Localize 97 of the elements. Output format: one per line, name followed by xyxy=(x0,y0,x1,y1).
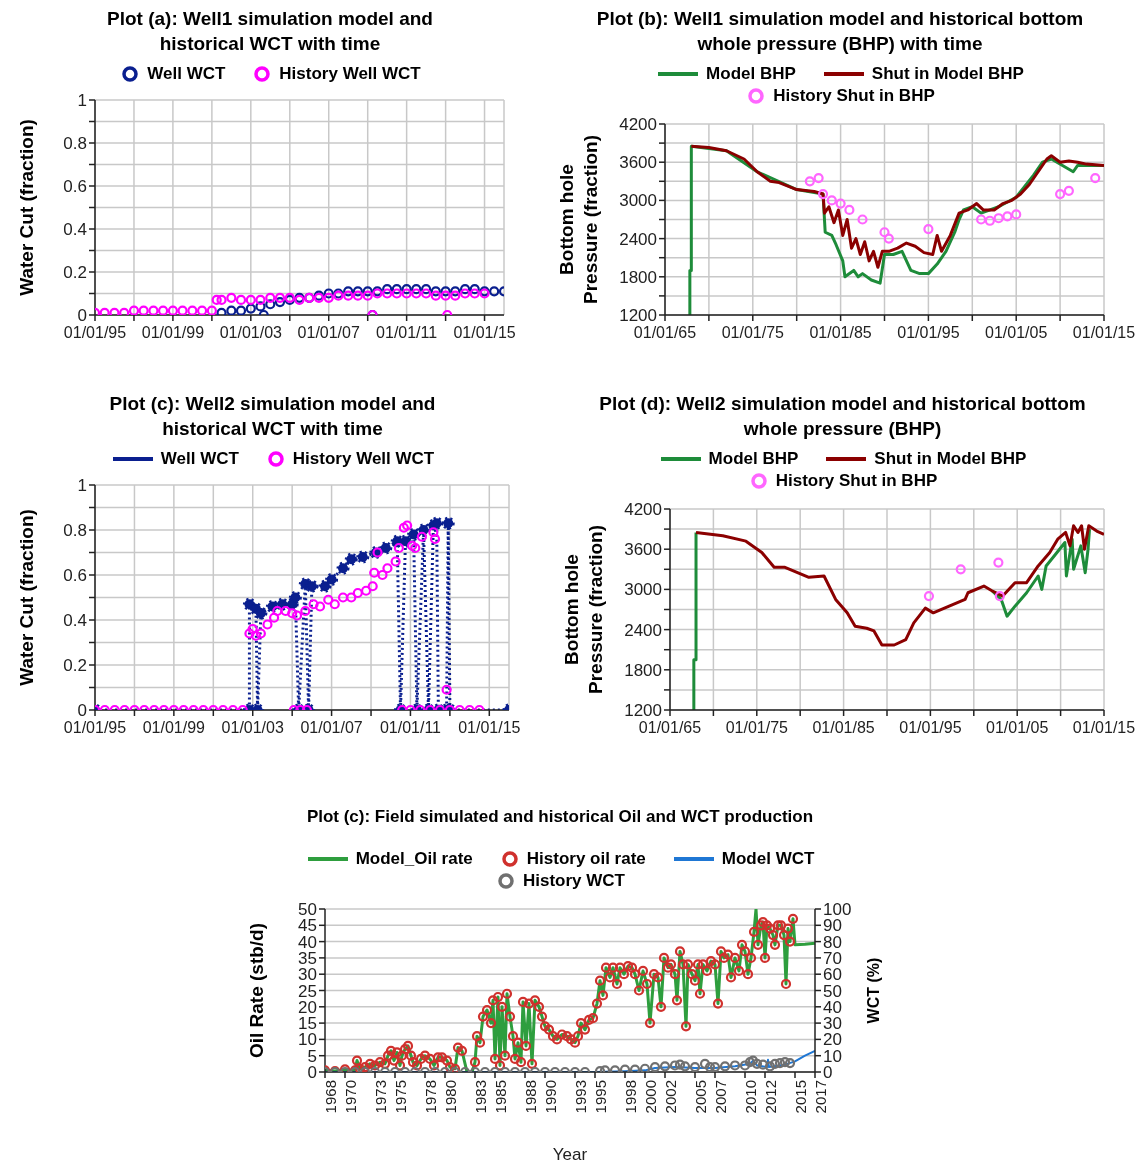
x-tick-label: 2000 xyxy=(641,1080,659,1114)
x-tick-label: 01/01/15 xyxy=(1072,324,1136,342)
x-tick-label: 01/01/11 xyxy=(376,324,438,342)
legend-label: History Shut in BHP xyxy=(773,86,935,106)
x-tick-label: 01/01/15 xyxy=(458,719,521,737)
chart-title: Plot (c): Well2 simulation model and historical WCT with time xyxy=(108,392,437,441)
x-tick-label: 2005 xyxy=(691,1080,709,1114)
y-tick-label: 0 xyxy=(77,701,87,721)
x-tick-label: 01/01/07 xyxy=(297,324,360,342)
y-tick-label: 2400 xyxy=(624,620,662,640)
y-tick-label: 3000 xyxy=(619,191,657,211)
x-tick-label: 01/01/05 xyxy=(985,324,1048,342)
x-tick-label: 2002 xyxy=(661,1080,679,1114)
x-tick-label: 01/01/75 xyxy=(725,719,789,737)
y-axis-title: Oil Rate (stb/d) xyxy=(246,922,267,1059)
x-tick-label: 1988 xyxy=(521,1080,539,1114)
legend-label: Model WCT xyxy=(721,849,815,869)
x-tick-label: 1980 xyxy=(441,1080,459,1114)
x-tick-label: 2012 xyxy=(761,1080,779,1114)
x-tick-label: 01/01/85 xyxy=(809,324,872,342)
y2-axis-title: WCT (%) xyxy=(865,957,882,1024)
chart-title: Plot (c): Field simulated and historical Oil and WCT production xyxy=(305,805,815,828)
x-tick-label: 2007 xyxy=(711,1080,729,1114)
y-axis-title: Bottom hole Pressure (fraction) xyxy=(561,525,606,694)
legend-label: History Well WCT xyxy=(279,64,421,84)
y-tick-label: 0.2 xyxy=(63,263,87,283)
y-tick-label: 0.6 xyxy=(63,566,87,586)
x-tick-label: 1983 xyxy=(471,1080,489,1114)
y-tick-label: 1 xyxy=(77,91,87,111)
y-tick-label: 0.4 xyxy=(63,611,87,631)
y-axis-title: Bottom hole Pressure (fraction) xyxy=(556,135,601,304)
x-tick-label: 01/01/15 xyxy=(453,324,516,342)
x-tick-label: 01/01/03 xyxy=(219,324,283,342)
x-tick-label: 01/01/11 xyxy=(379,719,442,737)
x-tick-label: 1973 xyxy=(371,1080,389,1114)
y-tick-label: 4200 xyxy=(619,115,657,135)
legend-label: Model_Oil rate xyxy=(355,849,473,869)
x-tick-label: 01/01/15 xyxy=(1072,719,1136,737)
chart-title: Plot (a): Well1 simulation model and historical WCT with time xyxy=(106,7,434,56)
legend-label: Shut in Model BHP xyxy=(874,449,1027,469)
y-tick-label: 1 xyxy=(77,476,87,496)
x-tick-label: 1970 xyxy=(341,1080,359,1114)
y-axis-title: Water Cut (fraction) xyxy=(16,509,37,686)
x-tick-label: 01/01/03 xyxy=(221,719,284,737)
x-axis-title: Year xyxy=(552,1145,588,1164)
y-tick-label: 1200 xyxy=(619,306,657,326)
legend-label: History Well WCT xyxy=(292,449,435,469)
x-tick-label: 2015 xyxy=(791,1080,809,1114)
y-tick-label: 0 xyxy=(307,1063,317,1083)
x-tick-label: 1985 xyxy=(491,1080,509,1114)
chart-title: Plot (d): Well2 simulation model and historical bottom whole pressure (BHP) xyxy=(598,392,1087,441)
legend-label: Model BHP xyxy=(706,64,796,84)
legend-label: History oil rate xyxy=(526,849,646,869)
chart-title: Plot (b): Well1 simulation model and historical bottom whole pressure (BHP) with time xyxy=(595,7,1085,56)
x-tick-label: 01/01/95 xyxy=(899,719,962,737)
x-tick-label: 2017 xyxy=(811,1080,829,1114)
x-tick-label: 01/01/65 xyxy=(638,719,702,737)
y-tick-label: 3600 xyxy=(619,153,657,173)
x-tick-label: 1990 xyxy=(541,1080,559,1114)
x-tick-label: 01/01/95 xyxy=(897,324,960,342)
legend-label: History WCT xyxy=(523,871,625,891)
y-tick-label: 0.8 xyxy=(63,134,87,154)
x-tick-label: 1968 xyxy=(321,1080,339,1114)
legend-label: Well WCT xyxy=(160,449,239,469)
x-tick-label: 01/01/65 xyxy=(633,324,697,342)
x-tick-label: 1975 xyxy=(391,1080,409,1114)
legend-label: Well WCT xyxy=(147,64,226,84)
y-tick-label: 1800 xyxy=(619,267,657,287)
legend-label: History Shut in BHP xyxy=(775,471,938,491)
legend-label: Shut in Model BHP xyxy=(871,64,1024,84)
x-tick-label: 01/01/07 xyxy=(300,719,363,737)
x-tick-label: 01/01/95 xyxy=(63,324,127,342)
x-tick-label: 01/01/95 xyxy=(63,719,127,737)
x-tick-label: 01/01/75 xyxy=(721,324,785,342)
y-tick-label: 0.2 xyxy=(63,656,87,676)
y-tick-label: 0.8 xyxy=(63,521,87,541)
x-tick-label: 01/01/99 xyxy=(141,324,205,342)
x-tick-label: 01/01/99 xyxy=(142,719,206,737)
legend-label: Model BHP xyxy=(708,449,799,469)
x-tick-label: 01/01/05 xyxy=(986,719,1049,737)
y-tick-label: 3000 xyxy=(624,580,662,600)
y-tick-label: 0 xyxy=(77,306,87,326)
y-tick-label: 1200 xyxy=(624,701,662,721)
y-tick-label: 1800 xyxy=(624,660,662,680)
x-tick-label: 1998 xyxy=(621,1080,639,1114)
y-tick-label: 0.6 xyxy=(63,177,87,197)
y-tick-label: 3600 xyxy=(624,540,662,560)
x-tick-label: 1978 xyxy=(421,1080,439,1114)
x-tick-label: 1995 xyxy=(591,1080,609,1114)
y-tick-label: 0.4 xyxy=(63,220,87,240)
y-tick-label: 4200 xyxy=(624,500,662,520)
x-tick-label: 01/01/85 xyxy=(812,719,875,737)
x-tick-label: 1993 xyxy=(571,1080,589,1114)
y-tick-label: 2400 xyxy=(619,229,657,249)
y-axis-title: Water Cut (fraction) xyxy=(16,119,37,296)
x-tick-label: 2010 xyxy=(741,1080,759,1114)
y2-tick-label: 0 xyxy=(823,1063,833,1083)
